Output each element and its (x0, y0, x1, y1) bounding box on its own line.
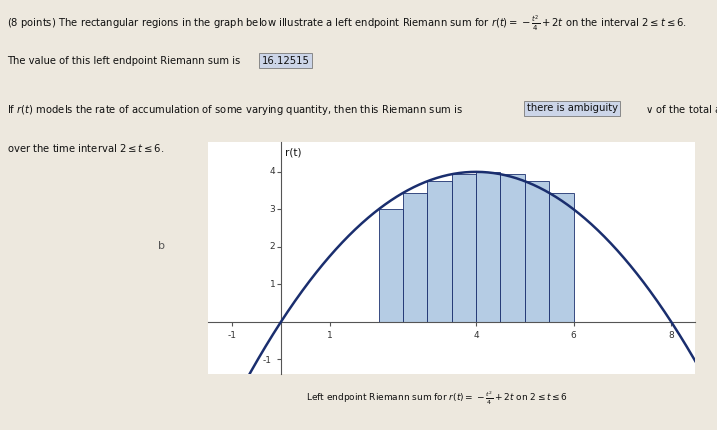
Text: there is ambiguity: there is ambiguity (527, 103, 618, 113)
Text: 4: 4 (270, 167, 275, 176)
Text: Left endpoint Riemann sum for $r(t) = -\frac{t^2}{4} + 2t$ on $2 \leq t \leq 6$: Left endpoint Riemann sum for $r(t) = -\… (306, 389, 569, 407)
Bar (379, 209, 403, 322)
Bar (549, 193, 574, 322)
Text: The value of this left endpoint Riemann sum is: The value of this left endpoint Riemann … (7, 56, 247, 66)
Text: 2: 2 (270, 242, 275, 251)
Bar (427, 181, 452, 322)
Text: b: b (158, 241, 165, 252)
Text: 1: 1 (270, 280, 275, 289)
Text: If $r(t)$ models the rate of accumulation of some varying quantity, then this Ri: If $r(t)$ models the rate of accumulatio… (7, 103, 467, 117)
Text: over the time interval $2 \leq t \leq 6$.: over the time interval $2 \leq t \leq 6$… (7, 142, 165, 154)
Text: r(t): r(t) (285, 147, 301, 157)
Text: 16.12515: 16.12515 (262, 56, 310, 66)
Bar (476, 172, 500, 322)
Text: $\vee$ of the total accumulation of that quantity: $\vee$ of the total accumulation of that… (642, 103, 717, 117)
Bar (452, 174, 476, 322)
Text: (8 points) The rectangular regions in the graph below illustrate a left endpoint: (8 points) The rectangular regions in th… (7, 13, 687, 33)
Bar (525, 181, 549, 322)
Bar (403, 193, 427, 322)
Text: 3: 3 (270, 205, 275, 214)
Bar (500, 174, 525, 322)
